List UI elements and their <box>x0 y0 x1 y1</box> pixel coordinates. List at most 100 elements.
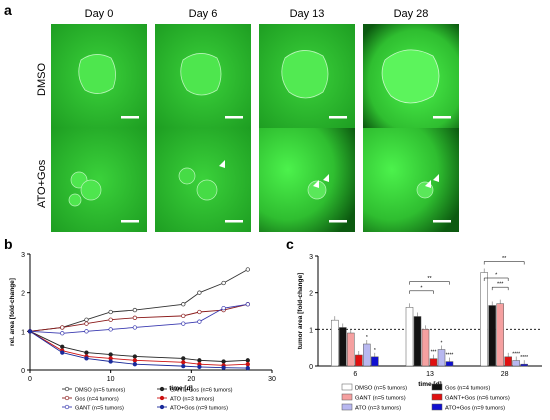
x-tick-label: 20 <box>187 376 195 383</box>
bar <box>480 272 488 367</box>
arrowhead-icon <box>323 174 329 182</box>
bar <box>445 361 454 367</box>
data-point <box>84 317 89 322</box>
significance-label: *** <box>497 282 504 288</box>
x-tick-label: 10 <box>107 376 115 383</box>
significance-bracket <box>483 261 525 265</box>
legend-swatch <box>341 383 353 391</box>
data-point <box>221 359 226 364</box>
data-point <box>197 364 202 370</box>
y-axis-label: rel. area [fold-change] <box>9 278 16 346</box>
legend-label: ATO (n=3 tumors) <box>355 406 401 412</box>
significance-label: **** <box>520 355 528 361</box>
micrograph-dmso-day0 <box>51 24 147 128</box>
data-point <box>221 280 226 286</box>
legend-label: GANT+Gos (n=6 tumors) <box>445 396 510 402</box>
data-point <box>108 309 113 315</box>
data-point <box>197 319 202 324</box>
row-label-dmso: DMSO <box>36 63 48 96</box>
data-point <box>245 302 250 307</box>
legend-marker <box>159 404 165 410</box>
legend-label: GANT+Gos (n=6 tumors) <box>170 388 233 394</box>
y-tick-label: 0 <box>309 364 313 371</box>
scale-bar <box>225 116 243 119</box>
legend-label: DMSO (n=5 tumors) <box>355 386 407 392</box>
legend-swatch <box>431 383 443 391</box>
bar <box>496 303 504 367</box>
data-point <box>245 358 250 363</box>
legend-marker <box>64 395 70 401</box>
significance-label: *** <box>431 350 437 356</box>
x-axis-label: time [d] <box>169 385 192 392</box>
significance-label: * <box>420 285 423 291</box>
data-point <box>84 321 89 326</box>
y-axis-label: tumor area [fold-change] <box>297 273 304 350</box>
bar <box>421 329 430 367</box>
scale-bar <box>225 220 243 223</box>
data-point <box>60 350 65 355</box>
legend-marker <box>64 386 70 392</box>
panel-a-letter: a <box>4 2 12 18</box>
panel-c-letter: c <box>286 236 294 252</box>
data-point <box>60 325 65 330</box>
day-label-28: Day 28 <box>393 8 429 20</box>
series-line <box>29 269 249 332</box>
significance-bracket <box>483 277 509 281</box>
micrograph-dmso-day28 <box>363 24 459 128</box>
data-point <box>84 329 89 334</box>
y-tick-label: 3 <box>21 252 25 259</box>
legend-swatch <box>431 393 443 401</box>
legend-marker <box>159 386 165 392</box>
x-tick-label: 13 <box>426 371 434 378</box>
legend-marker <box>64 404 70 410</box>
significance-bracket <box>409 281 450 285</box>
arrowhead-icon <box>433 174 439 182</box>
data-point <box>221 365 226 370</box>
bar <box>347 332 355 367</box>
micrograph-dmso-day13 <box>259 24 355 128</box>
data-point <box>60 344 65 349</box>
legend-label: ATO+Gos (n=9 tumors) <box>445 406 505 412</box>
significance-label: ** <box>427 276 432 282</box>
data-point <box>197 358 202 363</box>
y-tick-label: 0 <box>21 368 25 375</box>
scale-bar <box>329 116 347 119</box>
x-tick-label: 0 <box>28 376 32 383</box>
day-label-6: Day 6 <box>188 8 218 20</box>
x-tick-label: 28 <box>501 371 509 378</box>
data-point <box>108 359 113 364</box>
legend-label: GANT (n=5 tumors) <box>75 406 124 412</box>
significance-label: **** <box>446 353 454 359</box>
scale-bar <box>121 220 139 223</box>
scale-bar <box>121 116 139 119</box>
bar <box>405 307 414 367</box>
significance-label: * <box>366 335 368 341</box>
data-point <box>132 362 138 367</box>
data-point <box>132 315 138 320</box>
data-point <box>132 325 138 330</box>
significance-bracket <box>491 286 509 291</box>
data-point <box>108 327 113 332</box>
legend-label: ATO (n=3 tumors) <box>170 397 215 403</box>
legend-swatch <box>431 403 443 411</box>
data-point <box>197 309 202 315</box>
data-point <box>181 360 186 365</box>
data-point <box>245 267 250 272</box>
bar <box>520 363 528 367</box>
arrowhead-icon <box>313 180 319 188</box>
legend-swatch <box>341 403 353 411</box>
bar <box>512 360 520 367</box>
data-point <box>108 317 113 322</box>
bar <box>371 356 379 367</box>
y-tick-label: 2 <box>21 291 25 298</box>
significance-label: * <box>374 348 376 354</box>
bar <box>339 327 347 367</box>
data-point <box>245 362 250 367</box>
bar <box>504 356 512 367</box>
data-point <box>181 321 186 326</box>
data-point <box>60 331 65 336</box>
panel-b-letter: b <box>4 236 13 252</box>
data-point <box>108 352 113 357</box>
significance-label: ** <box>502 256 507 262</box>
